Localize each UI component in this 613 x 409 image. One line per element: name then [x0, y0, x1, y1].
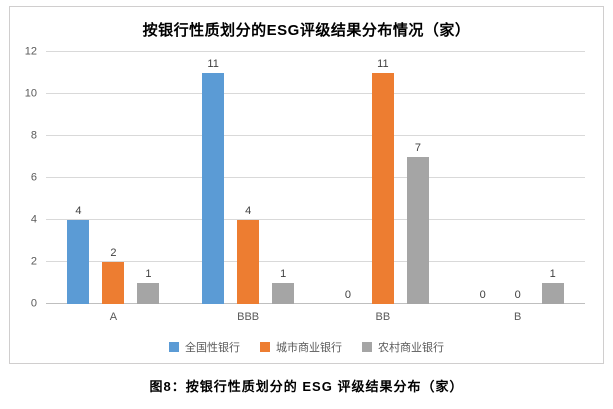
bar — [67, 220, 90, 304]
bar-value-label: 4 — [75, 205, 82, 217]
bar-groups: 4 2 1 11 4 1 0 11 7 0 0 1 — [46, 52, 585, 304]
bar-slot: 1 — [137, 52, 160, 304]
legend-label: 全国性银行 — [185, 342, 240, 354]
y-tick-label: 0 — [30, 297, 37, 310]
legend-swatch-icon — [169, 342, 179, 352]
bar — [202, 73, 225, 304]
bar-slot: 4 — [237, 52, 260, 304]
gridline — [46, 51, 585, 52]
y-tick-label: 6 — [30, 171, 37, 184]
bar-value-label: 7 — [414, 142, 421, 154]
bar-value-label: 0 — [479, 289, 486, 301]
bar — [102, 262, 125, 304]
gridline — [46, 219, 585, 220]
bar-group: 0 11 7 — [316, 52, 451, 304]
bar-slot: 11 — [202, 52, 225, 304]
bar-slot: 1 — [541, 52, 564, 304]
x-tick-label: B — [513, 311, 522, 323]
y-tick-label: 8 — [30, 129, 37, 142]
legend-item: 全国性银行 — [169, 339, 240, 355]
x-tick-label: A — [109, 311, 118, 323]
chart-container: 按银行性质划分的ESG评级结果分布情况（家） 0 2 4 6 8 10 12 4 2 1 11 4 1… — [9, 6, 604, 364]
legend: 全国性银行 城市商业银行 农村商业银行 — [10, 339, 603, 355]
bar-slot: 4 — [67, 52, 90, 304]
bar — [237, 220, 260, 304]
bar-slot: 0 — [507, 52, 529, 304]
bar-slot: 0 — [337, 52, 359, 304]
bar-value-label: 11 — [377, 58, 389, 70]
bar-value-label: 11 — [207, 58, 219, 70]
bar — [137, 283, 160, 304]
bar-slot: 1 — [272, 52, 295, 304]
bar-group: 11 4 1 — [181, 52, 316, 304]
y-tick-label: 12 — [24, 45, 37, 58]
legend-label: 农村商业银行 — [378, 342, 444, 354]
plot: 4 2 1 11 4 1 0 11 7 0 0 1 — [46, 51, 585, 304]
bar-group: 0 0 1 — [450, 52, 585, 304]
bar-value-label: 4 — [245, 205, 252, 217]
y-tick-label: 4 — [30, 213, 37, 226]
x-tick-label: BB — [375, 311, 391, 323]
bar-value-label: 1 — [145, 268, 152, 280]
bar — [272, 283, 295, 304]
figure-caption: 图8：按银行性质划分的 ESG 评级结果分布（家） — [149, 379, 464, 394]
x-axis: A BBB BB B — [46, 311, 585, 323]
bar-value-label: 0 — [514, 289, 521, 301]
gridline — [46, 177, 585, 178]
gridline — [46, 93, 585, 94]
bar-value-label: 2 — [110, 247, 117, 259]
legend-swatch-icon — [260, 342, 270, 352]
chart-title: 按银行性质划分的ESG评级结果分布情况（家） — [142, 22, 471, 39]
bar-slot: 11 — [371, 52, 394, 304]
legend-item: 农村商业银行 — [362, 339, 444, 355]
legend-label: 城市商业银行 — [276, 342, 342, 354]
y-tick-label: 10 — [24, 87, 37, 100]
x-tick-label: BBB — [237, 311, 260, 323]
bar — [541, 283, 564, 304]
bar-value-label: 1 — [280, 268, 287, 280]
bar-value-label: 0 — [344, 289, 351, 301]
y-axis: 0 2 4 6 8 10 12 — [20, 46, 46, 309]
bar — [371, 73, 394, 304]
x-axis-line — [46, 303, 585, 304]
bar-slot: 2 — [102, 52, 125, 304]
gridline — [46, 261, 585, 262]
bar-slot: 0 — [472, 52, 494, 304]
legend-item: 城市商业银行 — [260, 339, 342, 355]
y-tick-label: 2 — [30, 255, 37, 268]
legend-swatch-icon — [362, 342, 372, 352]
bar-value-label: 1 — [549, 268, 556, 280]
bar — [406, 157, 429, 304]
bar-slot: 7 — [406, 52, 429, 304]
gridline — [46, 135, 585, 136]
plot-area: 0 2 4 6 8 10 12 4 2 1 11 4 1 0 11 7 0 0 1 — [20, 46, 585, 309]
bar-group: 4 2 1 — [46, 52, 181, 304]
